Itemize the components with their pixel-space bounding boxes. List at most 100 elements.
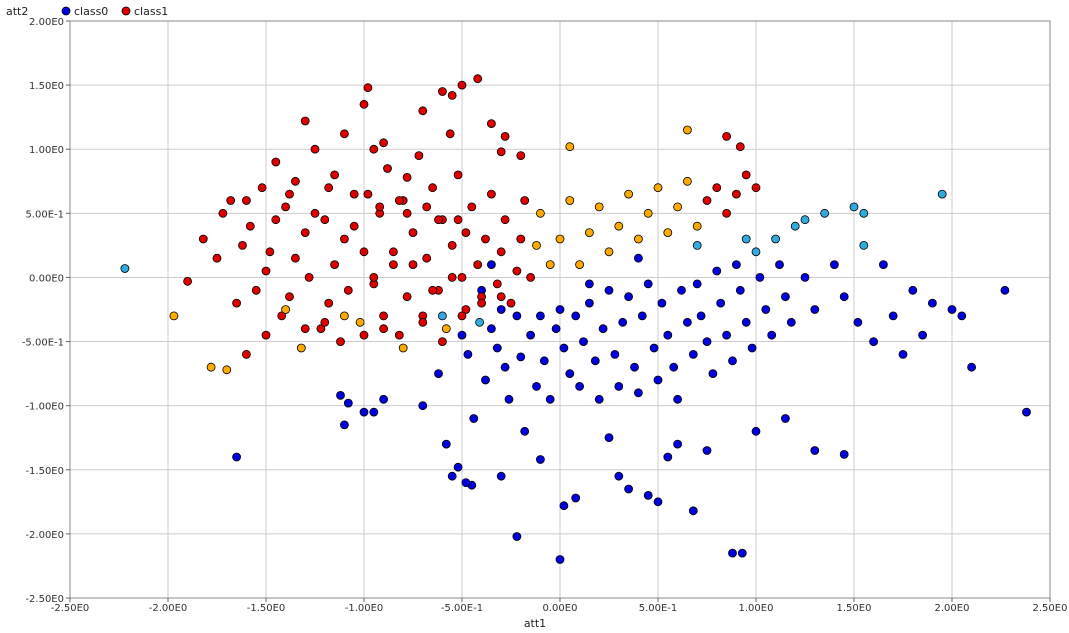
y-tick-label: -2.00E0 — [25, 530, 64, 541]
point-class0 — [937, 189, 947, 199]
point-class1 — [343, 285, 353, 295]
point-class1 — [290, 253, 300, 263]
point-class0 — [669, 362, 679, 372]
x-tick-label: 0.00E0 — [543, 603, 578, 614]
point-class1 — [722, 208, 731, 218]
point-class1 — [437, 87, 447, 96]
point-class0 — [928, 298, 937, 308]
point-class0 — [526, 330, 535, 340]
point-class0 — [481, 375, 490, 385]
point-class0 — [379, 394, 389, 404]
data-points — [120, 74, 1031, 564]
legend-marker-class1 — [121, 6, 131, 16]
point-class0 — [800, 272, 810, 282]
point-class1 — [506, 298, 516, 308]
y-tick-label: -1.50E0 — [25, 466, 64, 477]
point-class1 — [339, 129, 349, 139]
point-class1 — [310, 208, 320, 218]
point-class1 — [492, 279, 502, 289]
point-class1 — [330, 170, 340, 180]
point-class0 — [663, 330, 673, 340]
point-class1 — [594, 202, 604, 212]
legend: att2 class0 class1 — [6, 5, 168, 18]
point-class0 — [585, 279, 594, 289]
point-class1 — [414, 151, 424, 161]
point-class1 — [402, 292, 412, 302]
point-class1 — [461, 305, 471, 314]
point-class0 — [559, 501, 569, 511]
point-class1 — [408, 228, 418, 238]
legend-label-class0: class0 — [74, 5, 108, 18]
point-class1 — [257, 183, 267, 193]
point-class1 — [359, 247, 369, 257]
point-class0 — [504, 394, 514, 404]
point-class0 — [604, 285, 614, 295]
point-class1 — [496, 147, 506, 157]
point-class0 — [839, 292, 849, 302]
point-class0 — [688, 506, 698, 516]
point-class0 — [457, 330, 467, 340]
point-class1 — [447, 240, 457, 250]
point-class0 — [781, 292, 790, 302]
point-class1 — [241, 349, 251, 359]
point-class0 — [565, 369, 575, 379]
point-class1 — [434, 215, 443, 225]
point-class1 — [402, 208, 412, 218]
point-class0 — [755, 272, 765, 282]
point-class0 — [475, 317, 485, 327]
point-class1 — [624, 189, 633, 199]
point-class1 — [281, 202, 291, 212]
point-class0 — [437, 311, 447, 321]
point-class0 — [520, 426, 530, 436]
point-class0 — [879, 260, 888, 270]
legend-label-class1: class1 — [134, 5, 168, 18]
point-class0 — [555, 305, 565, 314]
point-class1 — [702, 196, 712, 205]
point-class0 — [741, 317, 751, 327]
point-class1 — [663, 228, 673, 238]
point-class1 — [222, 365, 232, 375]
point-class1 — [285, 292, 294, 302]
point-class1 — [520, 196, 530, 205]
y-tick-label: 1.00E0 — [29, 145, 64, 156]
point-class1 — [359, 330, 369, 340]
point-class1 — [402, 172, 412, 182]
point-class1 — [418, 317, 428, 327]
point-class0 — [810, 446, 820, 455]
point-class1 — [536, 208, 545, 218]
point-class1 — [496, 247, 506, 257]
point-class0 — [418, 401, 428, 411]
point-class1 — [363, 189, 373, 199]
point-class0 — [800, 215, 810, 225]
point-class1 — [349, 221, 359, 231]
point-class0 — [751, 247, 761, 257]
point-class1 — [251, 285, 261, 295]
y-tick-label: 5.00E-1 — [25, 209, 64, 220]
point-class0 — [859, 240, 869, 250]
point-class0 — [232, 452, 242, 462]
point-class0 — [859, 208, 869, 218]
point-class1 — [183, 276, 193, 286]
legend-marker-class0 — [61, 6, 71, 16]
point-class1 — [445, 129, 455, 139]
point-class1 — [394, 196, 404, 205]
point-class1 — [481, 234, 490, 244]
point-class1 — [683, 125, 692, 135]
point-class1 — [422, 253, 432, 263]
point-class0 — [712, 266, 722, 276]
point-class0 — [590, 356, 600, 366]
point-class0 — [571, 493, 581, 503]
point-class1 — [226, 196, 236, 205]
point-class1 — [379, 138, 389, 148]
x-tick-label: -2.00E0 — [149, 603, 188, 614]
point-class0 — [918, 330, 927, 340]
point-class1 — [363, 83, 373, 93]
point-class0 — [512, 532, 522, 541]
point-class0 — [810, 305, 820, 314]
point-class0 — [673, 394, 682, 404]
point-class1 — [408, 260, 418, 270]
point-class1 — [735, 142, 745, 152]
point-class1 — [467, 202, 477, 212]
point-class0 — [839, 449, 849, 459]
point-class0 — [747, 343, 757, 353]
